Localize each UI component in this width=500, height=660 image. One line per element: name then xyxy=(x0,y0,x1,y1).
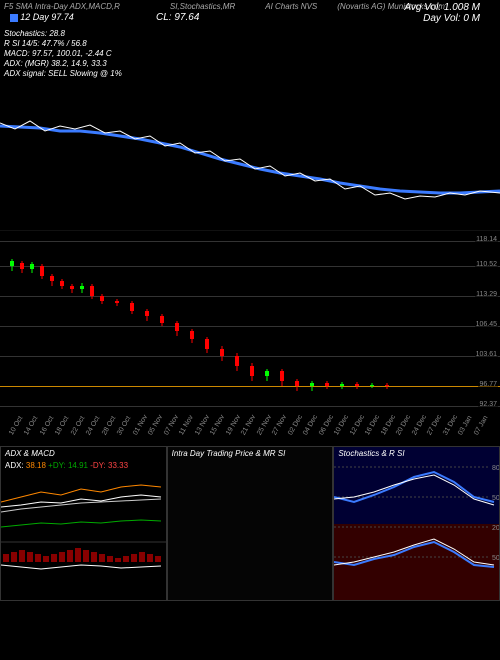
rsi-text: R SI 14/5: 47.7% / 56.8 xyxy=(4,39,496,48)
adx-text: ADX: (MGR) 38.2, 14.9, 33.3 xyxy=(4,59,496,68)
header-label-2: SI,Stochastics,MR xyxy=(170,2,235,11)
grid-label: 96.77 xyxy=(478,381,498,388)
adx-macd-panel: ADX & MACD ADX: 38.18 +DY: 14.91 -DY: 33… xyxy=(0,446,167,601)
stoch-text: Stochastics: 28.8 xyxy=(4,29,496,38)
macd-text: MACD: 97.57, 100.01, -2.44 C xyxy=(4,49,496,58)
adx-signal-text: ADX signal: SELL Slowing @ 1% xyxy=(4,69,496,78)
grid-label: 118.14 xyxy=(475,236,498,243)
header-label-3: AI Charts NVS xyxy=(265,2,317,11)
adx-panel-title: ADX & MACD xyxy=(5,449,55,458)
chart-header: F5 SMA Intra-Day ADX,MACD,R SI,Stochasti… xyxy=(0,0,500,13)
indicator-block: Stochastics: 28.8 R SI 14/5: 47.7% / 56.… xyxy=(0,27,500,81)
svg-text:20: 20 xyxy=(492,525,500,532)
header-label-1: F5 SMA Intra-Day ADX,MACD,R xyxy=(4,2,120,11)
stoch-panel-title: Stochastics & R SI xyxy=(338,449,404,458)
day-vol: Day Vol: 0 M xyxy=(404,13,480,24)
main-price-chart xyxy=(0,81,500,231)
grid-label: 110.52 xyxy=(475,261,498,268)
stoch-rsi-panel: Stochastics & R SI 80502050 xyxy=(333,446,500,601)
adx-values: ADX: 38.18 +DY: 14.91 -DY: 33.33 xyxy=(5,461,128,470)
svg-text:80: 80 xyxy=(492,465,500,472)
candlestick-chart: 118.14 110.52 113.29 106.45 103.61 96.77 92.37 xyxy=(0,231,500,421)
bottom-panels: ADX & MACD ADX: 38.18 +DY: 14.91 -DY: 33… xyxy=(0,446,500,601)
intraday-panel: Intra Day Trading Price & MR SI xyxy=(167,446,334,601)
d12-label: 12 Day 97.74 xyxy=(20,12,74,22)
cl-label: CL: 97.64 xyxy=(156,12,199,23)
grid-label: 103.61 xyxy=(475,351,498,358)
svg-text:50: 50 xyxy=(492,555,500,562)
intra-panel-title: Intra Day Trading Price & MR SI xyxy=(172,449,286,458)
grid-label: 106.45 xyxy=(475,321,498,328)
date-axis: 10 Oct14 Oct16 Oct18 Oct22 Oct24 Oct28 O… xyxy=(0,421,500,446)
grid-label: 113.29 xyxy=(475,291,498,298)
avg-vol: Avg Vol: 1.008 M xyxy=(404,2,480,13)
grid-label: 92.37 xyxy=(478,401,498,408)
